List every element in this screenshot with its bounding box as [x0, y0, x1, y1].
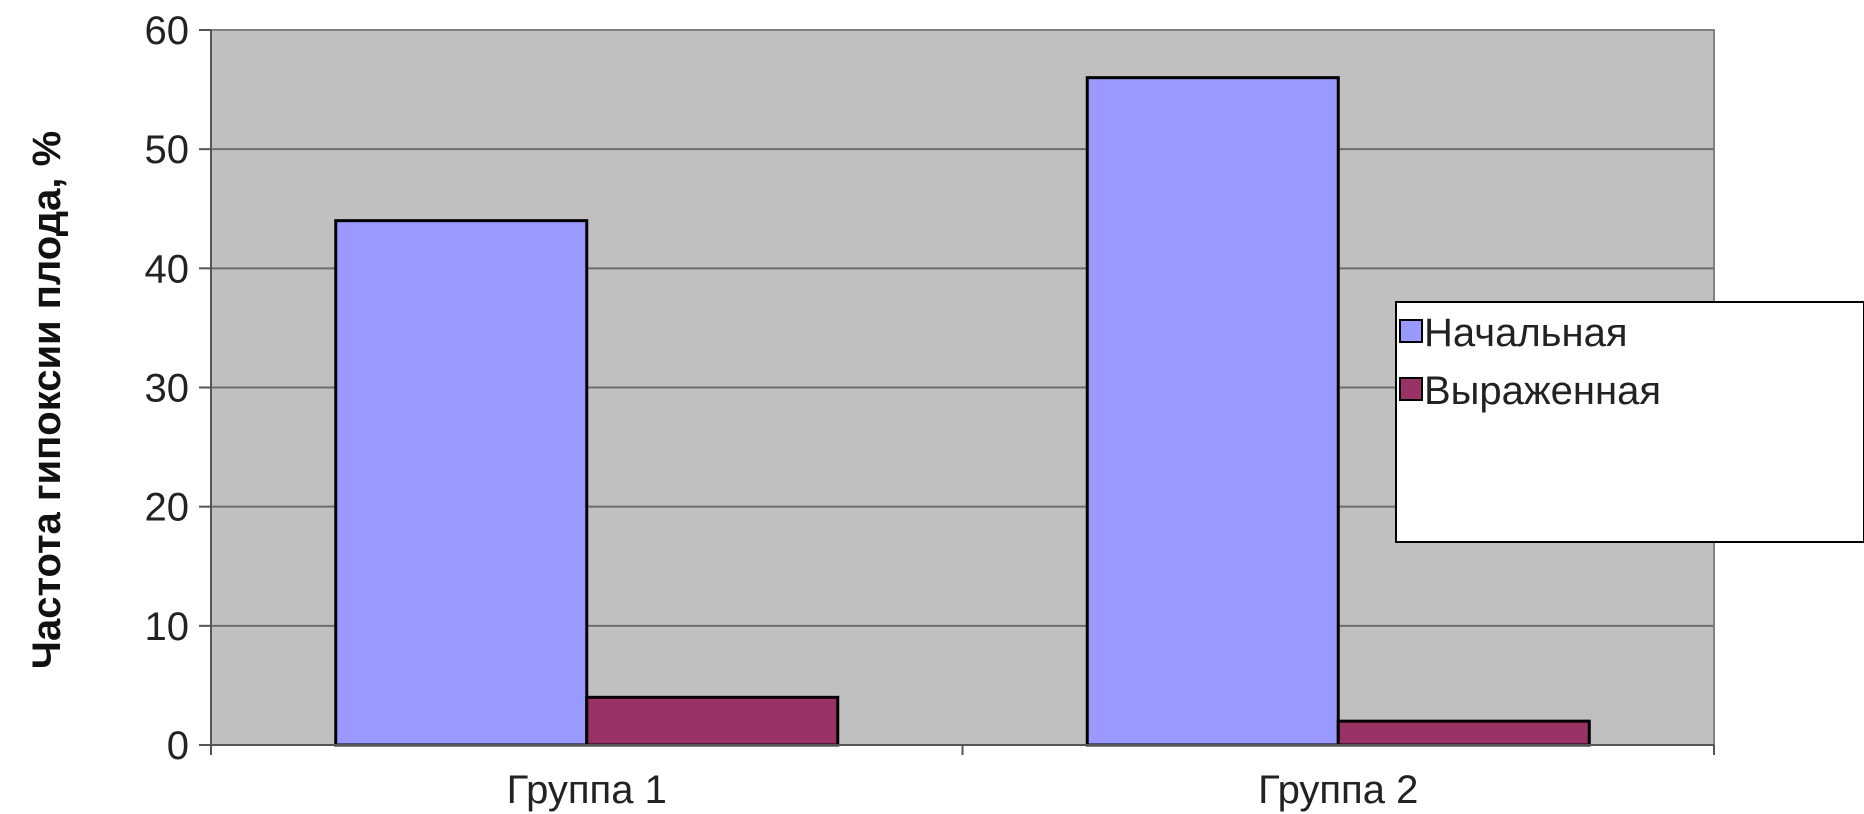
- y-tick-label: 50: [145, 128, 190, 172]
- x-tick-label: Группа 1: [507, 768, 667, 812]
- legend-items: Начальная Выраженная: [1399, 311, 1661, 413]
- bars: [334, 76, 1591, 747]
- legend-swatch: [1399, 319, 1423, 343]
- legend-box: [1395, 301, 1864, 543]
- bar-nachalnaya-1: [334, 219, 589, 747]
- y-tick-label: 20: [145, 486, 190, 530]
- bar-nachalnaya-2: [1085, 76, 1340, 747]
- bar-vyrazhennaya-2: [1336, 719, 1591, 747]
- legend-label: Выраженная: [1424, 369, 1661, 413]
- legend-swatch: [1399, 377, 1423, 401]
- y-tick-labels: 0 10 20 30 40 50 60: [145, 9, 211, 768]
- y-tick-label: 60: [145, 9, 190, 53]
- legend-label: Начальная: [1424, 311, 1628, 355]
- y-tick-label: 0: [167, 724, 189, 768]
- y-tick-label: 30: [145, 367, 190, 411]
- y-tick-label: 40: [145, 247, 190, 291]
- bar-vyrazhennaya-1: [585, 695, 840, 747]
- x-tick-labels: Группа 1 Группа 2: [507, 768, 1419, 812]
- x-tick-label: Группа 2: [1258, 768, 1418, 812]
- y-tick-label: 10: [145, 605, 190, 649]
- legend: Начальная Выраженная: [1395, 301, 1864, 543]
- y-axis-label: Частота гипоксии плода, %: [25, 131, 69, 669]
